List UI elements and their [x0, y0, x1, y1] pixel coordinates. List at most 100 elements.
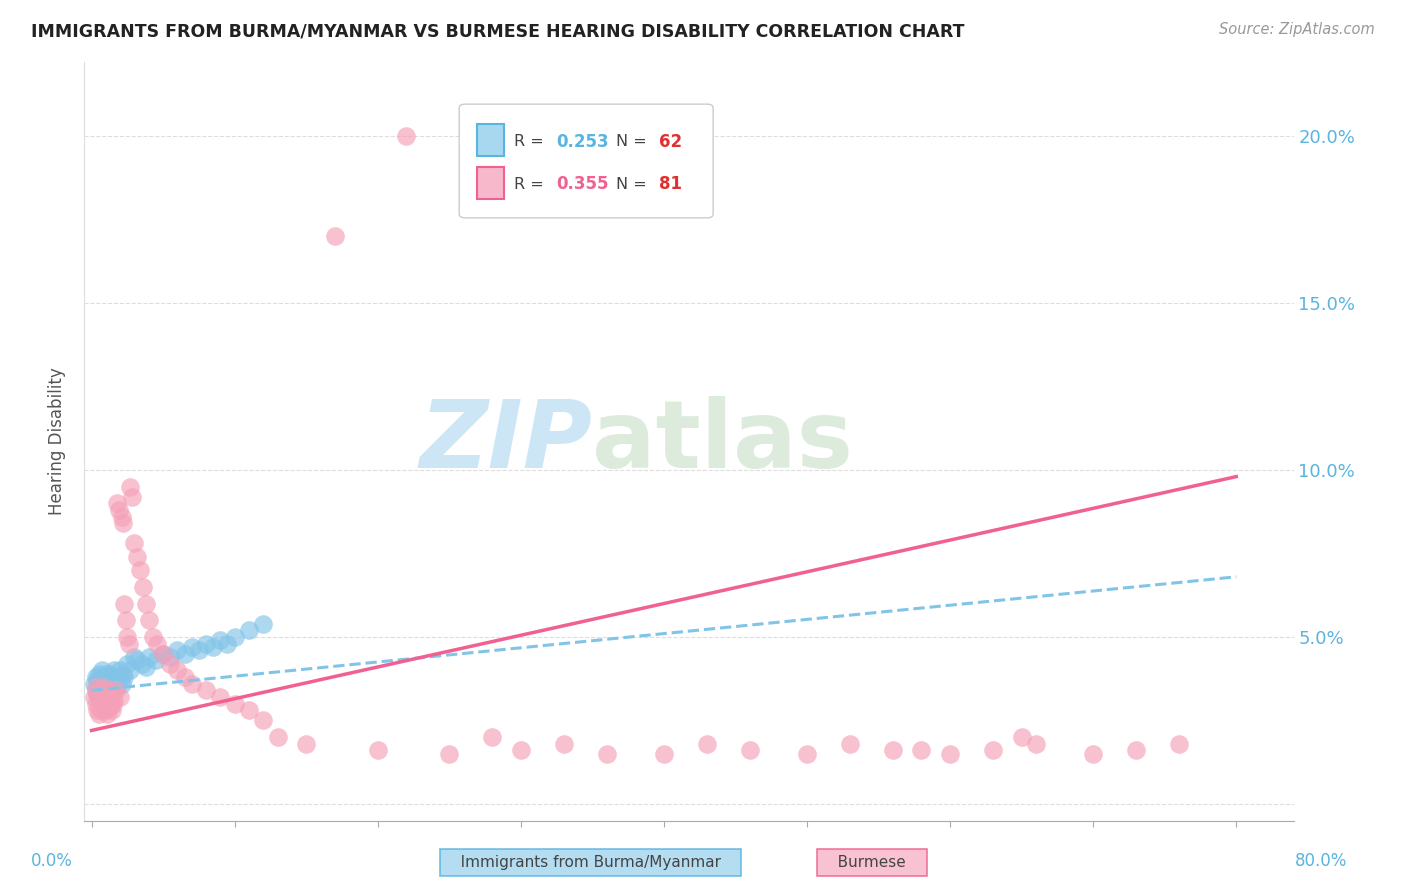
Point: [152, 647, 174, 661]
Point: [100, 680, 122, 694]
Point: [86, 673, 108, 688]
Point: [124, 650, 146, 665]
Point: [107, 673, 129, 688]
Point: [187, 643, 209, 657]
Point: [108, 690, 131, 704]
Point: [696, 737, 718, 751]
Point: [91, 680, 114, 694]
Point: [100, 690, 122, 704]
Point: [439, 747, 461, 761]
Point: [117, 657, 139, 671]
Point: [118, 637, 141, 651]
Point: [103, 676, 125, 690]
Point: [509, 743, 531, 757]
Point: [84, 680, 107, 694]
Point: [209, 633, 232, 648]
Point: [101, 673, 124, 688]
Point: [91, 680, 114, 694]
Point: [86, 687, 108, 701]
Point: [90, 676, 112, 690]
Point: [87, 666, 110, 681]
Point: [481, 730, 503, 744]
Point: [152, 647, 174, 661]
Text: 80.0%: 80.0%: [1295, 852, 1347, 870]
Point: [595, 747, 617, 761]
Point: [209, 690, 232, 704]
Point: [87, 690, 110, 704]
Point: [93, 683, 115, 698]
Point: [195, 637, 218, 651]
Y-axis label: Hearing Disability: Hearing Disability: [48, 368, 66, 516]
Text: Immigrants from Burma/Myanmar: Immigrants from Burma/Myanmar: [446, 855, 735, 870]
Point: [89, 673, 111, 688]
Point: [173, 670, 195, 684]
Point: [94, 666, 117, 681]
Point: [111, 516, 134, 531]
Point: [101, 697, 124, 711]
Text: 0.253: 0.253: [555, 133, 609, 151]
Point: [1025, 737, 1047, 751]
Point: [367, 743, 389, 757]
Point: [173, 647, 195, 661]
Point: [115, 613, 138, 627]
Point: [112, 670, 135, 684]
Point: [882, 743, 904, 757]
Point: [124, 536, 146, 550]
Point: [146, 637, 169, 651]
Point: [103, 693, 125, 707]
Point: [101, 683, 124, 698]
Point: [110, 509, 132, 524]
Point: [1168, 737, 1191, 751]
Point: [108, 663, 131, 677]
Point: [238, 703, 260, 717]
Text: atlas: atlas: [592, 395, 853, 488]
Point: [202, 640, 225, 654]
Point: [111, 666, 134, 681]
Point: [145, 653, 167, 667]
Point: [91, 670, 114, 684]
FancyBboxPatch shape: [460, 104, 713, 218]
Point: [224, 630, 246, 644]
Point: [97, 683, 120, 698]
Point: [91, 697, 114, 711]
Point: [166, 643, 188, 657]
Text: 62: 62: [659, 133, 682, 151]
Text: Burmese: Burmese: [823, 855, 921, 870]
Point: [96, 706, 118, 721]
Point: [84, 697, 107, 711]
Point: [97, 683, 120, 698]
Point: [103, 663, 125, 677]
Point: [135, 660, 157, 674]
Point: [796, 747, 818, 761]
Point: [238, 624, 260, 638]
Point: [939, 747, 962, 761]
Point: [132, 580, 155, 594]
Point: [90, 703, 112, 717]
Point: [252, 714, 274, 728]
Point: [87, 680, 110, 694]
Point: [120, 480, 142, 494]
Point: [131, 657, 153, 671]
Point: [252, 616, 274, 631]
Point: [738, 743, 761, 757]
Point: [104, 680, 127, 694]
Point: [96, 670, 118, 684]
Point: [84, 670, 107, 684]
Point: [981, 743, 1004, 757]
Point: [93, 700, 115, 714]
Point: [121, 490, 143, 504]
Point: [89, 683, 111, 698]
Point: [323, 229, 346, 244]
Point: [1083, 747, 1105, 761]
Point: [110, 676, 132, 690]
Point: [395, 128, 418, 143]
Point: [94, 703, 117, 717]
Point: [295, 737, 318, 751]
Point: [89, 693, 111, 707]
Text: R =: R =: [513, 135, 548, 149]
Point: [87, 706, 110, 721]
Text: ZIP: ZIP: [419, 395, 592, 488]
Point: [87, 693, 110, 707]
Point: [96, 693, 118, 707]
Point: [838, 737, 860, 751]
